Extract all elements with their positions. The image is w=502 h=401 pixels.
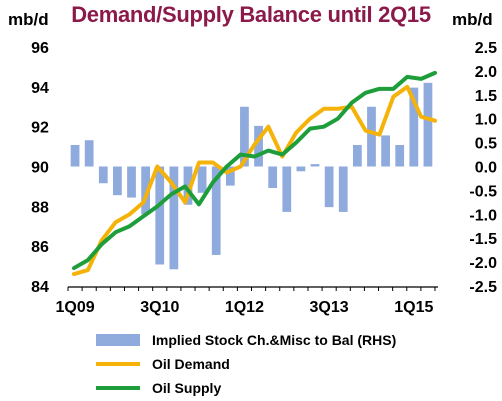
bar-stock-change (84, 140, 94, 167)
bar-stock-change (423, 82, 433, 167)
bar-stock-change (282, 166, 292, 212)
bar-stock-change (352, 144, 362, 167)
left-axis-tick-label: 96 (31, 40, 49, 57)
bar-stock-change (98, 166, 108, 184)
bar-stock-change (409, 87, 419, 167)
left-axis-tick-label: 94 (31, 80, 49, 97)
right-axis-tick-label: -2.5 (469, 279, 497, 296)
legend-item-oil-supply: Oil Supply (96, 377, 416, 399)
bar-stock-change (127, 166, 136, 198)
bar-stock-change (324, 166, 334, 208)
legend-label-stock-change: Implied Stock Ch.&Misc to Bal (RHS) (152, 332, 397, 348)
right-axis-tick-label: -1.5 (469, 231, 497, 248)
bar-stock-change (310, 164, 320, 167)
chart-title: Demand/Supply Balance until 2Q15 (71, 2, 431, 27)
x-axis-tick-label: 1Q09 (56, 299, 95, 316)
bar-stock-change (183, 166, 193, 205)
oil-demand-line (72, 84, 437, 277)
bar-stock-change (141, 166, 151, 215)
bar-stock-change (268, 166, 278, 189)
right-axis-tick-label: 2.5 (475, 40, 497, 57)
right-axis-unit: mb/d (452, 10, 493, 29)
oil-supply-line (72, 70, 437, 271)
right-axis-tick-label: 0.0 (475, 160, 497, 177)
right-axis-tick-label: -2.0 (469, 255, 497, 272)
bar-stock-change (197, 166, 207, 193)
legend-label-oil-demand: Oil Demand (152, 356, 230, 372)
right-axis-tick-label: 1.5 (475, 88, 497, 105)
right-axis-tick-label: 0.5 (475, 136, 497, 153)
right-axis-tick-label: 1.0 (475, 112, 497, 129)
bar-stock-change (169, 166, 179, 270)
bar-stock-change (240, 106, 249, 167)
bar-stock-change (211, 166, 221, 255)
legend-item-stock-change: Implied Stock Ch.&Misc to Bal (RHS) (96, 329, 416, 351)
bar-stock-change (70, 144, 80, 167)
bar-stock-change (367, 106, 376, 167)
legend-swatch-bar (96, 334, 140, 346)
left-axis-tick-label: 90 (31, 160, 49, 177)
legend-swatch-demand (96, 362, 140, 366)
bar-stock-change (395, 144, 405, 167)
right-axis-tick-label: -1.0 (469, 207, 497, 224)
left-axis-tick-label: 84 (31, 279, 49, 296)
x-axis-tick-label: 1Q15 (394, 299, 433, 316)
legend-label-oil-supply: Oil Supply (152, 380, 222, 396)
right-axis-tick-label: 2.0 (475, 64, 497, 81)
bar-stock-change (254, 125, 263, 167)
bar-stock-change (338, 166, 348, 212)
bar-stock-change (225, 166, 235, 186)
left-axis-tick-label: 88 (31, 199, 49, 216)
legend-item-oil-demand: Oil Demand (96, 353, 416, 375)
bar-stock-change (113, 166, 122, 196)
left-axis-unit: mb/d (8, 10, 49, 29)
bar-stock-change (296, 166, 306, 172)
legend: Implied Stock Ch.&Misc to Bal (RHS) Oil … (96, 329, 416, 401)
x-axis-tick-label: 3Q10 (140, 299, 179, 316)
bar-stock-change (155, 166, 165, 265)
right-axis-tick-label: -0.5 (469, 183, 497, 200)
left-axis-tick-label: 92 (31, 120, 49, 137)
bar-stock-change (381, 135, 390, 167)
x-axis-tick-label: 1Q12 (225, 299, 264, 316)
legend-swatch-supply (96, 386, 140, 390)
x-axis-tick-label: 3Q13 (310, 299, 349, 316)
left-axis-tick-label: 86 (31, 239, 49, 256)
